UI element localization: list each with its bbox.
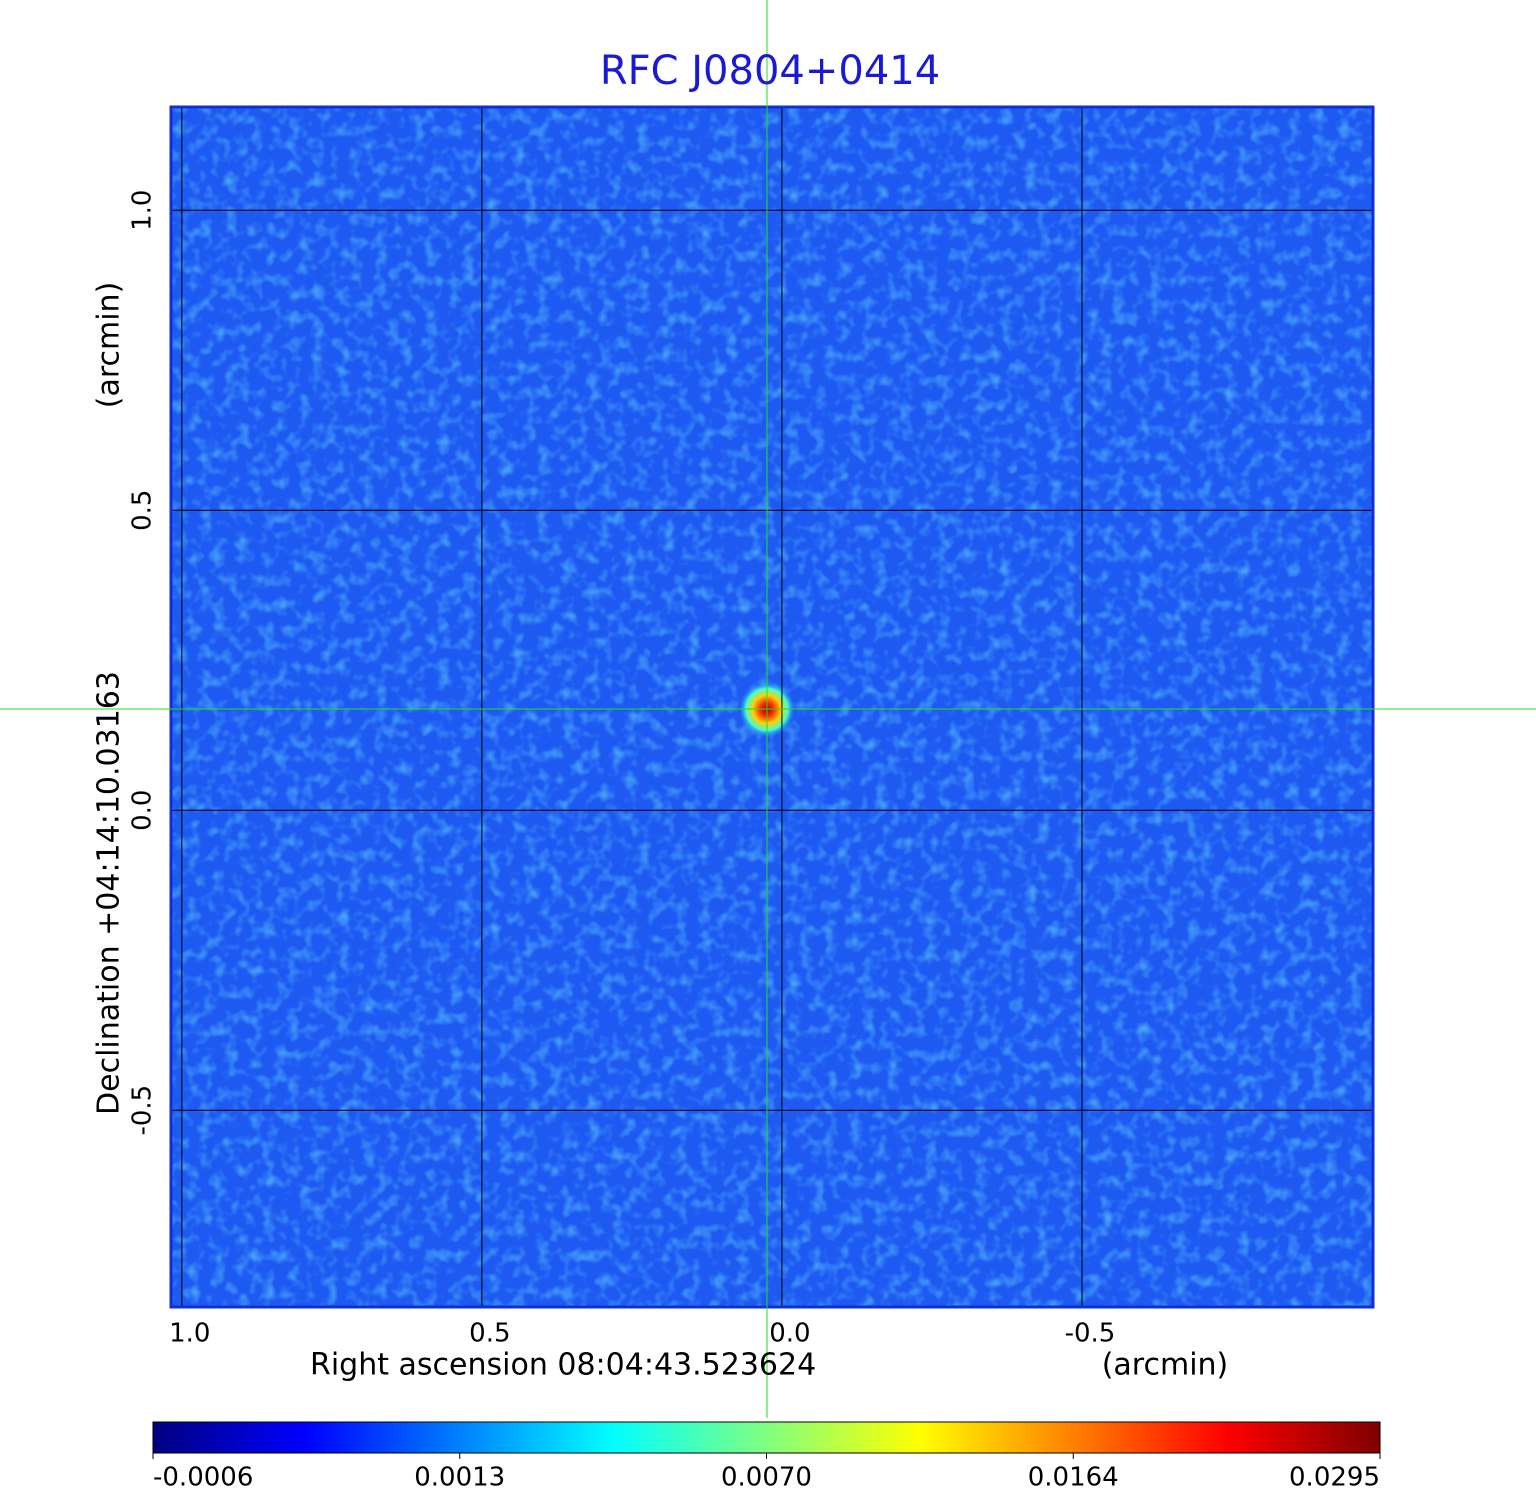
- y-tick-label: 0.0: [128, 790, 158, 831]
- colorbar-tick-label: 0.0164: [1028, 1463, 1119, 1493]
- colorbar-tick-label: 0.0295: [1289, 1463, 1380, 1493]
- chart-title: RFC J0804+0414: [600, 48, 940, 94]
- plot-border: [169, 105, 1375, 1309]
- y-tick-label: -0.5: [128, 1085, 158, 1136]
- x-tick-label: 0.0: [769, 1319, 810, 1349]
- x-tick-label: 1.0: [169, 1319, 210, 1349]
- colorbar: [152, 1421, 1381, 1454]
- x-tick-label: 0.5: [469, 1319, 510, 1349]
- x-tick-label: -0.5: [1065, 1319, 1116, 1349]
- colorbar-tick-label: 0.0013: [414, 1463, 505, 1493]
- colorbar-tick-label: -0.0006: [153, 1463, 253, 1493]
- colorbar-tick-label: 0.0070: [721, 1463, 812, 1493]
- x-axis-label: Right ascension 08:04:43.523624: [310, 1348, 816, 1383]
- y-tick-label: 0.5: [128, 490, 158, 531]
- y-axis-label: Declination +04:14:10.03163: [92, 671, 127, 1115]
- x-axis-unit: (arcmin): [1102, 1348, 1229, 1383]
- y-axis-unit: (arcmin): [92, 282, 127, 409]
- y-tick-label: 1.0: [128, 190, 158, 231]
